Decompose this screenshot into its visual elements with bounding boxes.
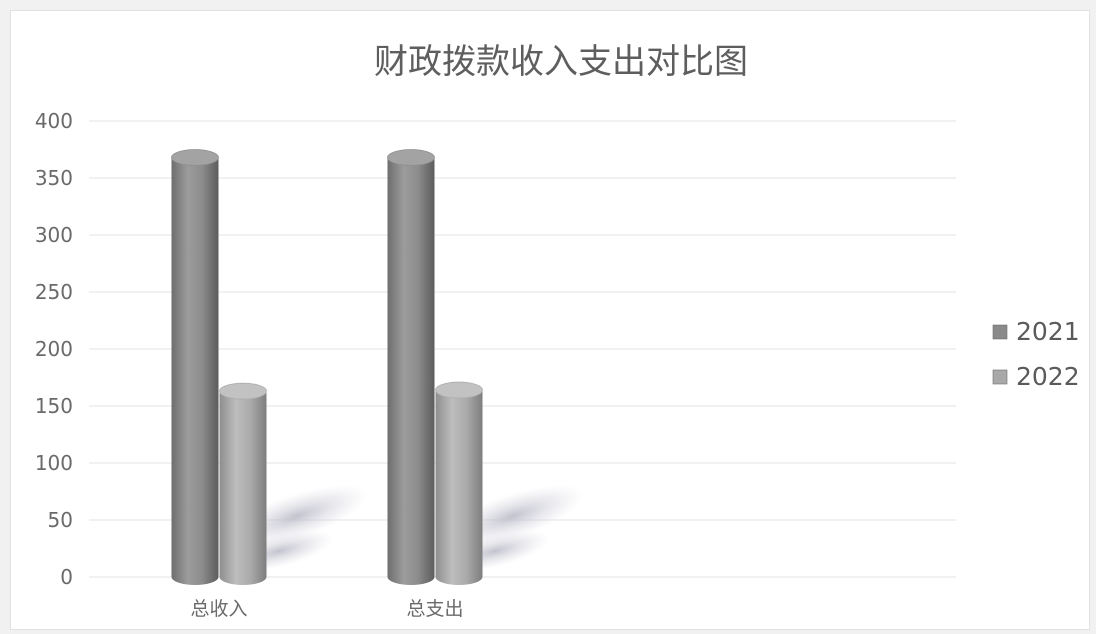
y-tick-label: 300	[35, 223, 73, 247]
bar-top	[435, 381, 483, 399]
x-axis-categories: 总收入 总支出	[190, 598, 463, 620]
bar-2022-0	[219, 382, 267, 585]
legend: 2021 2022	[992, 317, 1080, 391]
bar-body	[171, 157, 219, 586]
x-category-label: 总收入	[190, 598, 247, 620]
bar-body	[387, 157, 435, 586]
bar-2021-0	[171, 149, 219, 586]
chart-title: 财政拨款收入支出对比图	[374, 42, 748, 82]
legend-swatch-2021	[992, 324, 1008, 340]
chart-svg: 财政拨款收入支出对比图 0 50 100 150 200 250 300 350 400 总收入…	[35, 42, 1080, 620]
y-tick-label: 200	[35, 337, 73, 361]
x-category-label: 总支出	[406, 598, 463, 620]
y-tick-label: 50	[48, 508, 73, 532]
y-tick-label: 100	[35, 451, 73, 475]
bar-top	[387, 149, 435, 166]
chart-area: 财政拨款收入支出对比图 0 50 100 150 200 250 300 350 400 总收入…	[10, 10, 1090, 630]
y-tick-label: 350	[35, 166, 73, 190]
bar-top	[219, 382, 267, 400]
y-tick-label: 150	[35, 394, 73, 418]
bar-body	[435, 390, 483, 585]
bar-2021-1	[387, 149, 435, 586]
y-tick-label: 250	[35, 280, 73, 304]
y-tick-label: 0	[60, 565, 73, 589]
legend-label-2021: 2021	[1016, 317, 1080, 346]
bars	[171, 149, 483, 586]
y-tick-label: 400	[35, 109, 73, 133]
legend-swatch-2022	[992, 369, 1008, 385]
bar-body	[219, 391, 267, 585]
bar-2022-1	[435, 381, 483, 585]
y-axis-ticks: 0 50 100 150 200 250 300 350 400	[35, 109, 73, 589]
legend-label-2022: 2022	[1016, 362, 1080, 391]
bar-top	[171, 149, 219, 166]
